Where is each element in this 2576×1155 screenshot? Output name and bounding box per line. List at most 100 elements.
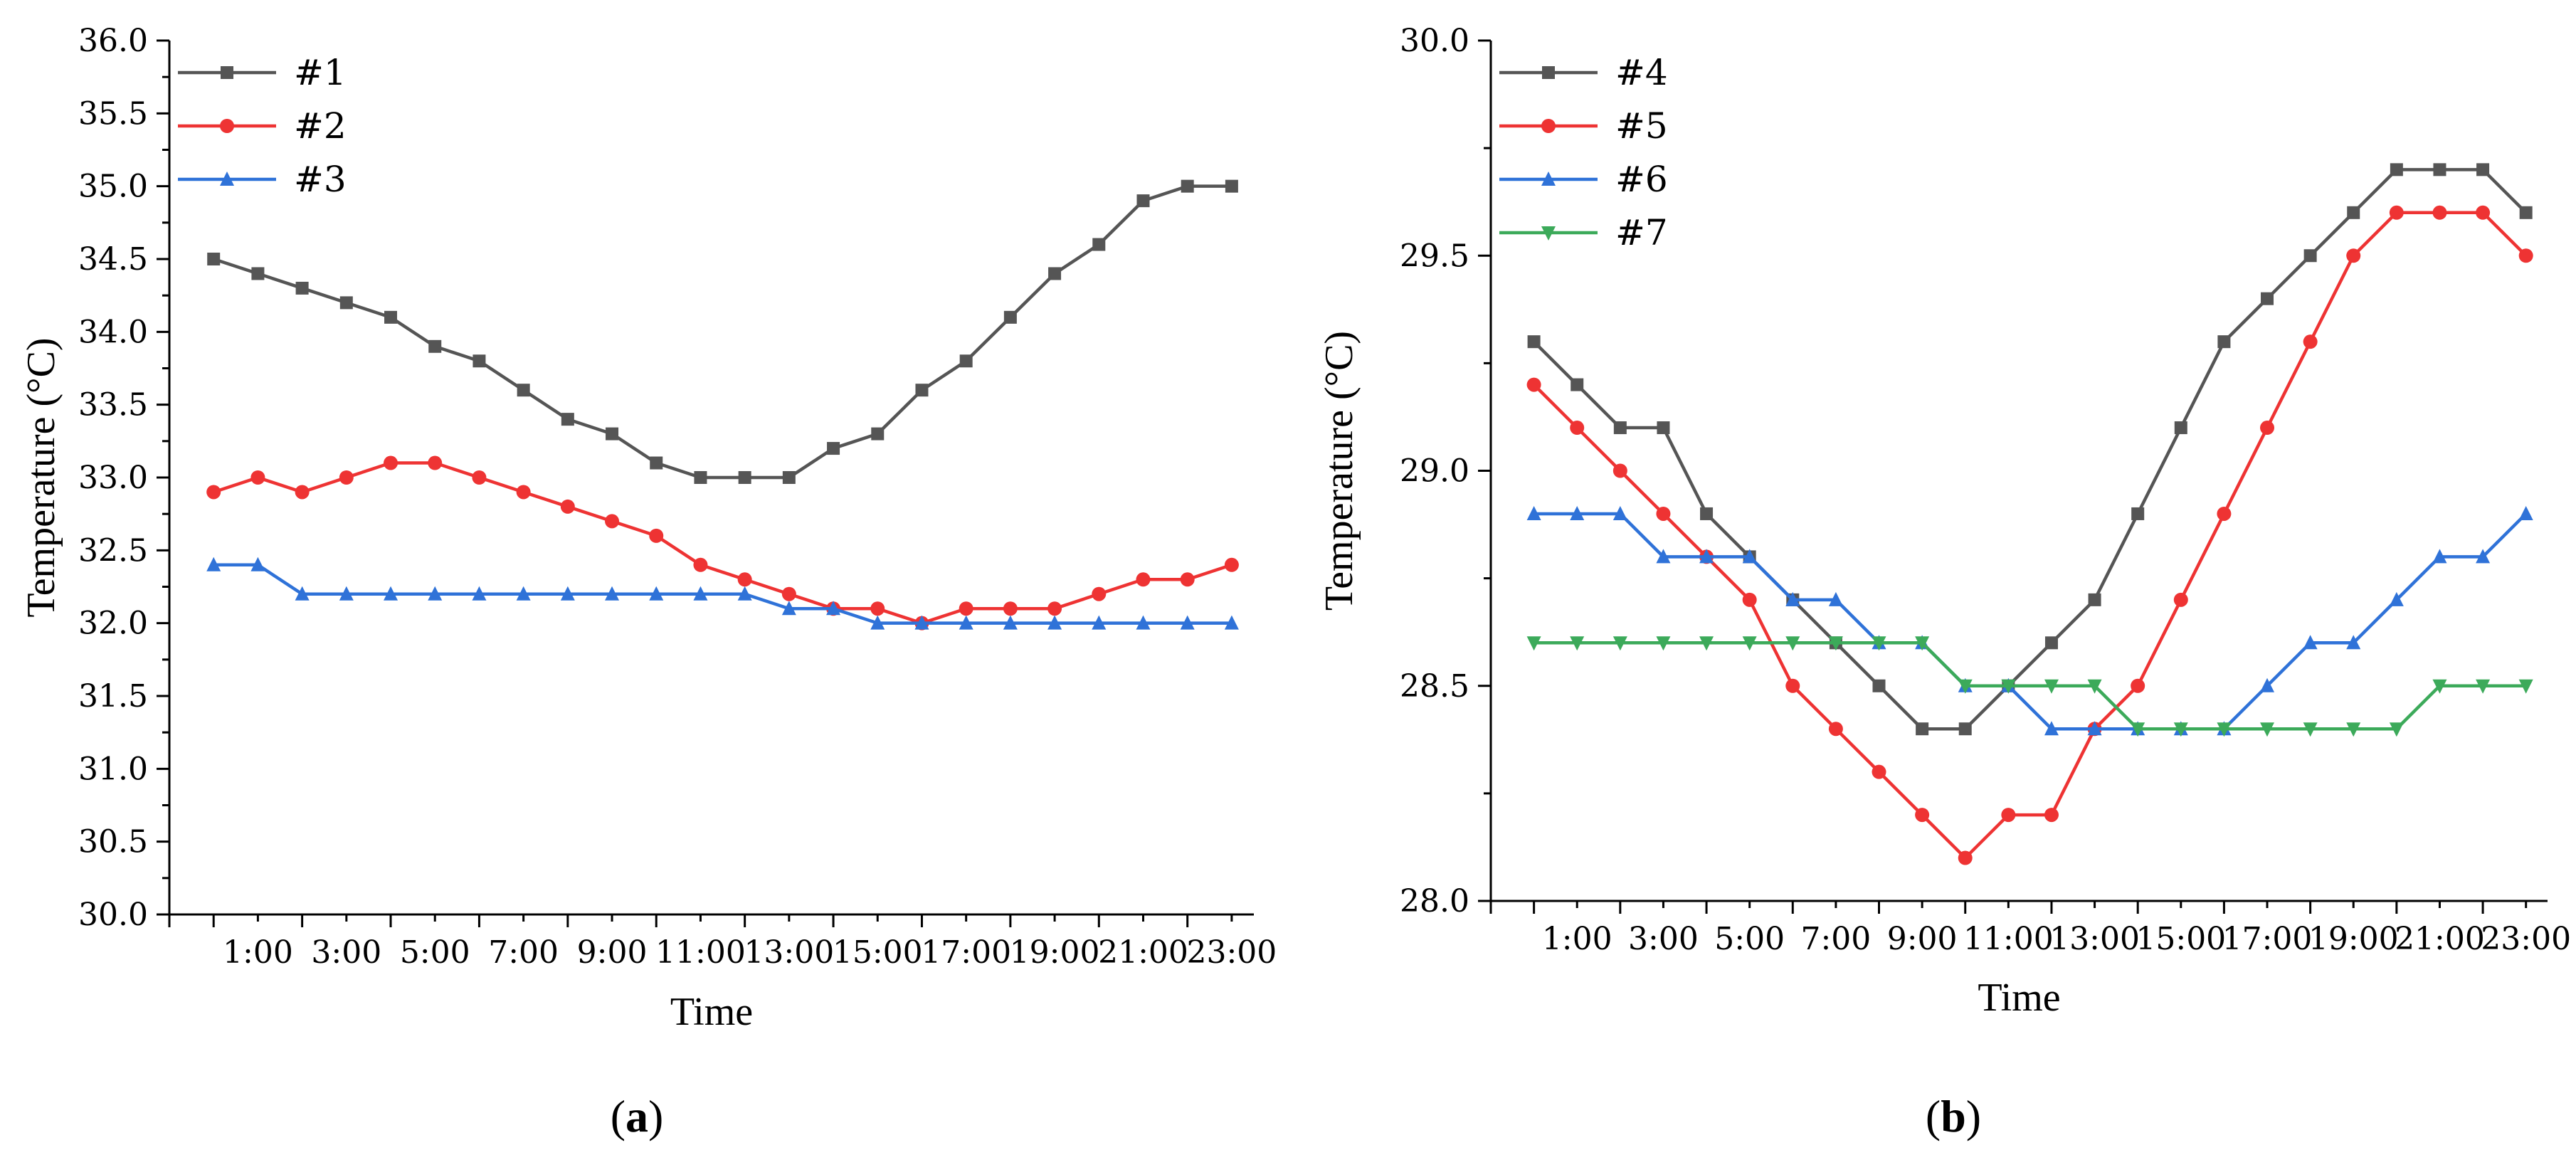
data-point-n3: [870, 615, 885, 630]
data-point-n1: [1092, 238, 1106, 251]
data-point-n7: [2346, 722, 2361, 737]
data-point-n4: [1872, 679, 1886, 692]
data-point-n5: [2346, 248, 2361, 263]
data-point-n7: [2173, 722, 2188, 737]
x-tick-label-b: 19:00: [2308, 921, 2399, 957]
data-point-n5: [2044, 808, 2059, 823]
data-point-n6: [1612, 505, 1627, 520]
legend-label-n1: #1: [294, 52, 347, 93]
y-tick-label-a: 31.0: [78, 751, 148, 787]
data-point-n3: [295, 586, 310, 601]
data-point-n5: [2131, 678, 2145, 693]
data-point-n1: [517, 384, 530, 397]
data-point-n4: [2519, 206, 2533, 219]
data-point-n2: [870, 601, 885, 616]
data-point-n4: [1571, 378, 1584, 391]
data-point-n1: [606, 427, 619, 441]
data-point-n6: [1656, 549, 1671, 564]
data-point-n5: [1742, 592, 1757, 607]
y-tick-label-a: 30.5: [78, 824, 148, 860]
data-point-n2: [1003, 601, 1018, 616]
legend-label-n5: #5: [1615, 105, 1668, 147]
data-point-n4: [2217, 335, 2231, 349]
data-point-n1: [650, 456, 663, 470]
data-point-n1: [473, 354, 486, 368]
data-point-n4: [2044, 636, 2058, 650]
data-point-n7: [2303, 722, 2318, 737]
data-point-n7: [2044, 679, 2059, 694]
y-tick-label-b: 29.0: [1400, 453, 1469, 490]
legend-label-n3: #3: [294, 159, 347, 200]
data-point-n7: [1742, 636, 1757, 651]
data-point-n6: [1785, 591, 1800, 606]
data-point-n4: [1527, 335, 1541, 349]
data-point-n7: [1526, 636, 1541, 651]
y-tick-label-b: 28.5: [1400, 668, 1469, 705]
data-point-n5: [1915, 808, 1930, 823]
data-point-n3: [1136, 615, 1151, 630]
data-point-n5: [2001, 808, 2016, 823]
y-tick-label-a: 33.0: [78, 460, 148, 496]
y-axis-title-a: Temperature (°C): [19, 337, 63, 617]
y-tick-label-a: 32.5: [78, 532, 148, 569]
legend-marker: [1541, 172, 1556, 186]
data-point-n5: [2476, 205, 2491, 220]
data-point-n7: [1699, 636, 1714, 651]
data-point-n5: [2217, 506, 2232, 521]
x-tick-label-b: 17:00: [2222, 921, 2313, 957]
data-point-n6: [2303, 635, 2318, 650]
x-tick-label-a: 7:00: [488, 934, 559, 971]
data-point-n3: [959, 615, 973, 630]
x-tick-label-a: 5:00: [400, 934, 470, 971]
data-point-n7: [1915, 636, 1930, 651]
data-point-n1: [251, 267, 265, 280]
data-point-n7: [2389, 722, 2404, 737]
data-point-n4: [2174, 421, 2187, 435]
y-tick-label-a: 36.0: [78, 23, 148, 59]
data-point-n1: [428, 339, 442, 353]
data-point-n5: [2518, 248, 2533, 263]
y-tick-label-a: 31.5: [78, 678, 148, 714]
x-tick-label-a: 13:00: [744, 934, 834, 971]
data-point-n7: [2432, 679, 2447, 694]
data-point-n2: [250, 470, 265, 485]
y-axis-title-b: Temperature (°C): [1317, 331, 1361, 611]
legend-marker: [220, 119, 234, 133]
data-point-n3: [1224, 615, 1239, 630]
data-point-n1: [561, 413, 574, 426]
data-point-n5: [2432, 205, 2447, 220]
data-point-n1: [1136, 194, 1150, 208]
data-point-n1: [1181, 179, 1194, 193]
y-tick-label-a: 34.5: [78, 241, 148, 278]
data-point-n2: [295, 485, 310, 500]
data-point-n6: [1570, 505, 1585, 520]
data-point-n3: [1047, 615, 1062, 630]
y-tick-label-a: 35.5: [78, 95, 148, 132]
legend-marker: [221, 66, 233, 79]
data-point-n7: [2518, 679, 2533, 694]
data-point-n4: [1916, 722, 1929, 736]
legend-label-n6: #6: [1615, 159, 1668, 200]
y-tick-label-a: 32.0: [78, 606, 148, 642]
data-point-n6: [1742, 549, 1757, 564]
data-point-n1: [207, 253, 221, 265]
x-tick-label-b: 5:00: [1714, 921, 1785, 957]
data-point-n2: [384, 455, 398, 470]
panel-label-b: (b): [1926, 1091, 1981, 1141]
data-point-n2: [781, 586, 796, 601]
series-line-n7: [1534, 641, 2526, 731]
data-point-n2: [605, 514, 620, 529]
x-tick-label-b: 11:00: [1963, 921, 2054, 957]
data-point-n4: [1657, 421, 1670, 435]
data-point-n7: [1612, 636, 1627, 651]
data-point-n4: [2261, 292, 2274, 305]
data-point-n2: [472, 470, 487, 485]
data-point-n3: [384, 586, 398, 601]
data-point-n3: [339, 586, 354, 601]
data-point-n7: [2476, 679, 2491, 694]
data-point-n5: [2173, 592, 2188, 607]
x-tick-label-a: 1:00: [223, 934, 293, 971]
data-point-n1: [295, 281, 309, 295]
data-point-n3: [516, 586, 531, 601]
data-point-n1: [694, 471, 707, 484]
